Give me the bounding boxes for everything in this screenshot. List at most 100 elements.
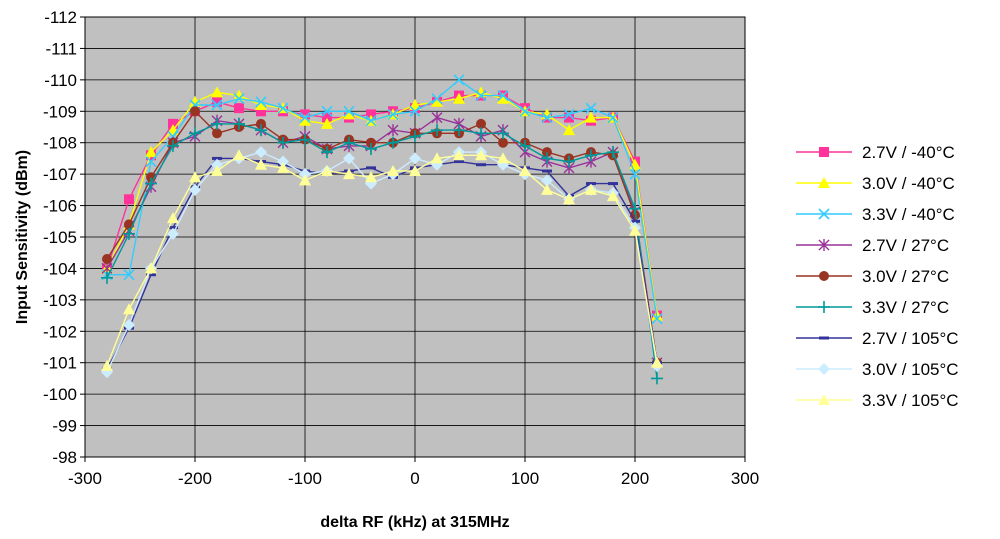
data-point (585, 102, 597, 114)
series-group (101, 74, 663, 385)
data-point (366, 109, 376, 120)
y-tick-label: -105 (43, 228, 77, 247)
y-tick-label: -99 (52, 417, 77, 436)
data-point (454, 160, 464, 164)
series-6 (101, 117, 663, 385)
data-point (629, 224, 641, 236)
data-point (563, 108, 575, 120)
legend-marker (819, 271, 829, 281)
data-point (563, 124, 575, 136)
y-tick-label: -108 (43, 134, 77, 153)
data-point (564, 112, 574, 123)
data-point (365, 171, 377, 183)
data-point (497, 92, 509, 104)
data-point (123, 319, 135, 331)
data-point (299, 133, 311, 146)
y-tick-label: -107 (43, 165, 77, 184)
data-point (321, 105, 333, 117)
data-point (607, 146, 619, 159)
data-point (409, 105, 421, 117)
data-point (167, 139, 179, 152)
data-point (256, 118, 266, 129)
data-point (409, 152, 421, 165)
y-axis-title: Input Sensitivity (dBm) (14, 150, 31, 324)
data-point (277, 161, 289, 173)
data-point (233, 149, 245, 161)
y-tick-label: -106 (43, 197, 77, 216)
legend-label: 3.3V / 27°C (862, 298, 949, 317)
data-point (255, 146, 267, 159)
legend-label: 3.3V / -40°C (862, 205, 955, 224)
data-point (211, 117, 223, 130)
x-tick-label: -200 (178, 469, 212, 488)
data-point (630, 219, 640, 223)
data-point (453, 92, 465, 104)
legend-entry: 3.0V / 27°C (796, 267, 949, 286)
legend-marker (818, 394, 830, 405)
data-point (365, 143, 377, 155)
data-point (563, 155, 575, 168)
data-point (387, 165, 399, 176)
data-point (585, 183, 597, 195)
data-point (541, 152, 553, 165)
series-3 (101, 74, 663, 325)
legend-label: 3.0V / 105°C (862, 360, 959, 379)
legend-entry: 2.7V / 27°C (796, 236, 949, 255)
data-point (212, 156, 222, 160)
data-point (212, 128, 222, 139)
data-point (542, 169, 552, 173)
data-point (497, 152, 509, 164)
data-point (608, 182, 618, 186)
legend-entry: 2.7V / -40°C (796, 143, 955, 162)
data-point (366, 166, 376, 170)
data-point (168, 226, 178, 230)
data-point (343, 152, 355, 165)
data-point (343, 136, 355, 149)
data-point (607, 190, 619, 202)
legend-marker (818, 177, 830, 188)
data-point (365, 115, 377, 127)
data-point (123, 227, 135, 240)
data-point (233, 117, 245, 130)
x-tick-label: 200 (621, 469, 649, 488)
data-point (102, 254, 112, 264)
data-point (453, 149, 465, 161)
data-point (519, 165, 531, 176)
legend-entry: 3.3V / 27°C (796, 298, 949, 317)
series-9 (101, 149, 663, 371)
y-tick-label: -110 (44, 71, 77, 90)
y-axis-ticks: -112 -111 -110 -109 -108 -107 -106 -105 -104 -103… (43, 8, 85, 467)
legend-label: 2.7V / 105°C (862, 329, 959, 348)
data-point (497, 127, 509, 140)
data-point (299, 174, 311, 186)
data-point (475, 86, 487, 98)
series-line (106, 151, 658, 373)
data-point (453, 74, 465, 86)
data-point (629, 168, 641, 180)
y-tick-label: -104 (43, 259, 77, 278)
legend-label: 2.7V / -40°C (862, 143, 955, 162)
data-point (299, 168, 311, 181)
data-point (431, 124, 443, 137)
data-point (277, 155, 289, 168)
data-point (475, 149, 487, 161)
data-point (498, 137, 508, 148)
data-point (585, 111, 597, 123)
y-tick-label: -100 (43, 385, 77, 404)
data-point (234, 103, 244, 114)
data-point (277, 136, 289, 149)
data-point (629, 202, 641, 215)
data-point (168, 118, 178, 129)
data-point (519, 139, 531, 152)
data-point (541, 183, 553, 195)
data-point (300, 109, 310, 120)
legend-entry: 3.3V / 105°C (796, 391, 959, 410)
data-point (146, 273, 156, 277)
data-point (255, 99, 267, 110)
data-point (145, 177, 157, 190)
data-point (256, 106, 266, 117)
x-tick-label: 0 (410, 469, 419, 488)
data-point (212, 96, 222, 107)
data-point (607, 112, 619, 124)
